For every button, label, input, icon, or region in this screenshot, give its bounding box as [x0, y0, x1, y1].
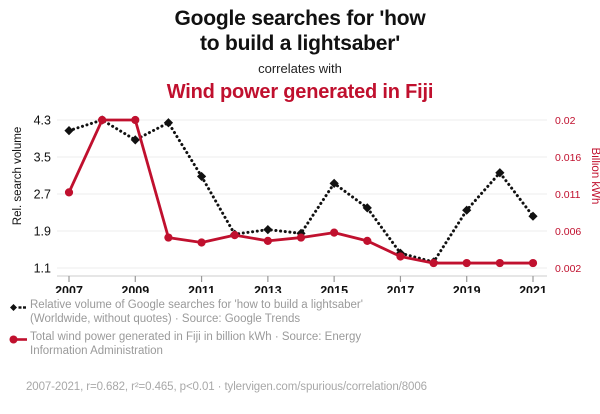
legend-text-searches: Relative volume of Google searches for '… [30, 299, 363, 326]
data-point-marker [230, 231, 239, 240]
legend-searches-line-2: (Worldwide, without quotes) · Source: Go… [30, 312, 301, 325]
plot-area: Rel. search volume Billion kWh 1.1 1.9 2.7… [0, 108, 600, 294]
data-point-marker [462, 258, 471, 268]
left-tick-label: 1.1 [34, 262, 51, 276]
x-tick-label: 2007 [55, 284, 83, 293]
series-windpower [64, 115, 538, 268]
data-point-marker [196, 171, 207, 182]
chart-legend: Relative volume of Google searches for '… [4, 299, 524, 363]
data-point-marker [131, 115, 140, 125]
data-point-marker [296, 233, 306, 242]
left-tick-label: 2.7 [34, 188, 51, 202]
legend-text-windpower: Total wind power generated in Fiji in bi… [30, 331, 361, 358]
footer-stats: 2007-2021, r=0.682, r²=0.465, p<0.01 · t… [26, 381, 427, 393]
left-tick-label: 1.9 [34, 225, 51, 239]
left-axis-title: Rel. search volume [12, 126, 24, 226]
data-point-marker [528, 211, 538, 221]
x-tick-label: 2017 [387, 284, 415, 293]
data-point-marker [495, 258, 504, 268]
left-axis-ticks: 1.1 1.9 2.7 3.5 4.3 [34, 114, 51, 276]
chart-title: Google searches for 'how to build a ligh… [0, 6, 600, 56]
legend-windpower-line-2: Information Administration [30, 344, 163, 357]
chart-header: Google searches for 'how to build a ligh… [0, 6, 600, 104]
data-point-marker [330, 228, 339, 237]
x-tick-label: 2021 [519, 284, 547, 293]
data-point-marker [429, 258, 438, 268]
data-point-marker [363, 236, 372, 245]
right-axis-ticks: 0.002 0.006 0.011 0.016 0.02 [555, 115, 581, 275]
data-point-marker [163, 118, 174, 128]
right-axis-title: Billion kWh [589, 147, 600, 205]
left-tick-label: 4.3 [34, 114, 51, 128]
series-searches [64, 115, 538, 267]
data-point-marker [462, 205, 472, 215]
x-tick-label: 2009 [121, 284, 149, 293]
data-point-marker [64, 126, 74, 136]
left-tick-label: 3.5 [34, 151, 51, 165]
data-point-marker [528, 258, 538, 268]
line-chart-svg: 1.1 1.9 2.7 3.5 4.3 0.002 0.006 0.011 0.016 0.02 2… [34, 114, 582, 294]
data-point-marker [263, 236, 272, 245]
right-tick-label: 0.011 [555, 189, 581, 201]
data-point-marker [197, 238, 206, 247]
legend-searches-line-1: Relative volume of Google searches for '… [30, 299, 363, 311]
data-point-marker [396, 252, 405, 261]
chart-title-line-2: to build a lightsaber' [199, 32, 401, 55]
x-axis: 2007 2009 2011 2013 2015 2017 2019 2021 [55, 275, 547, 293]
x-tick-label: 2011 [188, 284, 215, 293]
data-point-marker [98, 115, 107, 125]
series-line [67, 118, 535, 264]
gridlines [57, 119, 547, 269]
legend-windpower-line-1: Total wind power generated in Fiji in bi… [30, 331, 362, 343]
x-tick-label: 2019 [453, 284, 481, 293]
diamond-dotted-marker-icon [4, 300, 30, 315]
data-point-marker [362, 203, 372, 213]
chart-subtitle: Wind power generated in Fiji [166, 81, 434, 103]
right-tick-label: 0.002 [555, 263, 581, 275]
right-tick-label: 0.02 [555, 115, 576, 127]
data-point-marker [329, 178, 339, 188]
x-tick-label: 2015 [320, 284, 348, 293]
legend-item-searches: Relative volume of Google searches for '… [4, 299, 524, 326]
chart-title-line-1: Google searches for 'how [174, 7, 426, 30]
x-tick-label: 2013 [254, 284, 282, 293]
legend-item-windpower: Total wind power generated in Fiji in bi… [4, 331, 524, 358]
data-point-marker [263, 225, 273, 235]
data-point-marker [164, 233, 173, 242]
data-point-marker [495, 168, 505, 178]
circle-solid-marker-icon [4, 332, 30, 347]
data-point-marker [130, 135, 140, 145]
correlates-with-label: correlates with [258, 61, 342, 76]
right-tick-label: 0.006 [555, 226, 581, 238]
data-point-marker [64, 188, 74, 197]
right-tick-label: 0.016 [555, 152, 581, 164]
